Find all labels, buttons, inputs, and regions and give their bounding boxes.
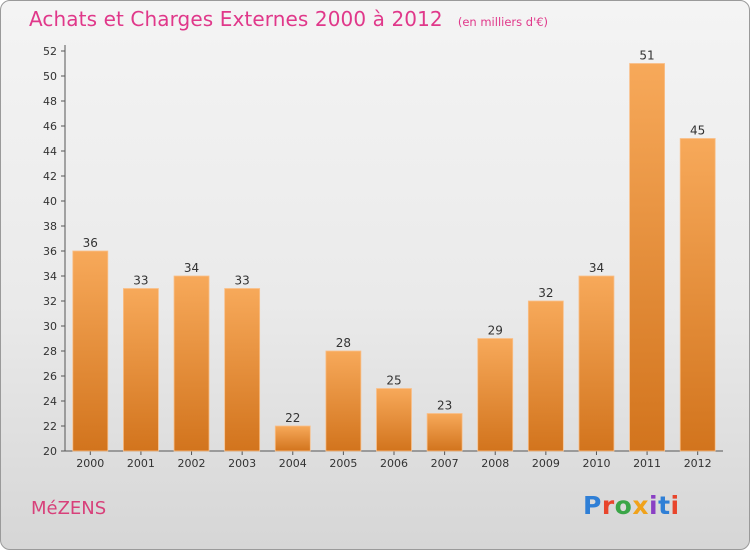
data-label: 32 — [538, 286, 553, 300]
x-tick-label: 2008 — [481, 457, 509, 470]
bar-2008 — [477, 338, 513, 451]
logo-letter: o — [614, 491, 633, 520]
bar-2001 — [123, 288, 159, 451]
bar-2000 — [72, 251, 108, 451]
bar-2004 — [275, 426, 311, 451]
data-label: 22 — [285, 411, 300, 425]
bar-outline-2010 — [578, 275, 615, 452]
data-label: 34 — [589, 261, 604, 275]
y-tick-label: 38 — [43, 220, 57, 233]
x-tick-label: 2010 — [582, 457, 610, 470]
commune-name: MéZENS — [31, 498, 107, 519]
x-tick-label: 2009 — [532, 457, 560, 470]
y-tick-label: 32 — [43, 295, 57, 308]
x-tick-label: 2006 — [380, 457, 408, 470]
x-tick-label: 2001 — [127, 457, 155, 470]
chart-title: Achats et Charges Externes 2000 à 2012 — [29, 7, 443, 31]
data-label: 34 — [184, 261, 199, 275]
data-label: 25 — [386, 374, 401, 388]
y-tick-label: 52 — [43, 45, 57, 58]
bar-outline-2009 — [527, 300, 564, 452]
bar-outline-2007 — [426, 413, 463, 452]
logo-letter: i — [670, 491, 680, 520]
y-tick-label: 36 — [43, 245, 57, 258]
x-tick-label: 2011 — [633, 457, 661, 470]
y-tick-label: 28 — [43, 345, 57, 358]
data-label: 29 — [488, 324, 503, 338]
logo-letter: t — [658, 491, 671, 520]
x-tick-label: 2002 — [178, 457, 206, 470]
data-label: 45 — [690, 124, 705, 138]
bar-outline-2001 — [123, 288, 159, 452]
proxiti-logo[interactable]: Proxiti — [583, 491, 680, 520]
bar-2002 — [174, 276, 210, 451]
x-tick-label: 2000 — [76, 457, 104, 470]
y-tick-label: 30 — [43, 320, 57, 333]
x-tick-label: 2005 — [329, 457, 357, 470]
bar-2012 — [680, 138, 716, 451]
y-tick-label: 34 — [43, 270, 57, 283]
x-tick-label: 2012 — [684, 457, 712, 470]
y-tick-label: 26 — [43, 370, 57, 383]
y-tick-label: 22 — [43, 420, 57, 433]
y-tick-label: 48 — [43, 95, 57, 108]
data-label: 33 — [133, 274, 148, 288]
logo-letter: P — [583, 491, 602, 520]
bar-2005 — [325, 351, 361, 451]
data-label: 28 — [336, 336, 351, 350]
bar-2009 — [528, 301, 564, 451]
bar-2007 — [427, 413, 463, 451]
chart-unit: (en milliers d'€) — [457, 15, 549, 29]
bar-2003 — [224, 288, 260, 451]
data-label: 23 — [437, 399, 452, 413]
bar-outline-2006 — [376, 388, 412, 452]
y-tick-label: 24 — [43, 395, 57, 408]
bar-outline-2012 — [679, 138, 716, 452]
y-tick-label: 42 — [43, 170, 57, 183]
x-tick-label: 2004 — [279, 457, 307, 470]
y-tick-label: 50 — [43, 70, 57, 83]
x-tick-label: 2007 — [431, 457, 459, 470]
data-label: 51 — [639, 49, 654, 63]
bar-outline-2005 — [325, 350, 362, 452]
logo-letter: x — [632, 491, 649, 520]
bar-2006 — [376, 388, 412, 451]
y-tick-label: 44 — [43, 145, 57, 158]
x-tick-label: 2003 — [228, 457, 256, 470]
logo-letter: r — [601, 491, 615, 520]
title-line: Achats et Charges Externes 2000 à 2012 (… — [29, 7, 548, 31]
y-tick-label: 20 — [43, 445, 57, 458]
bar-2011 — [629, 63, 665, 451]
bar-outline-2003 — [224, 288, 261, 452]
y-tick-label: 46 — [43, 120, 57, 133]
bar-outline-2011 — [629, 63, 665, 452]
logo-letter: i — [649, 491, 659, 520]
y-tick-label: 40 — [43, 195, 57, 208]
bar-outline-2008 — [477, 338, 514, 452]
bar-outline-2004 — [274, 425, 311, 452]
data-label: 33 — [235, 274, 250, 288]
bar-outline-2002 — [173, 275, 210, 452]
data-label: 36 — [83, 236, 98, 250]
bar-outline-2000 — [72, 250, 109, 452]
bar-2010 — [578, 276, 614, 451]
